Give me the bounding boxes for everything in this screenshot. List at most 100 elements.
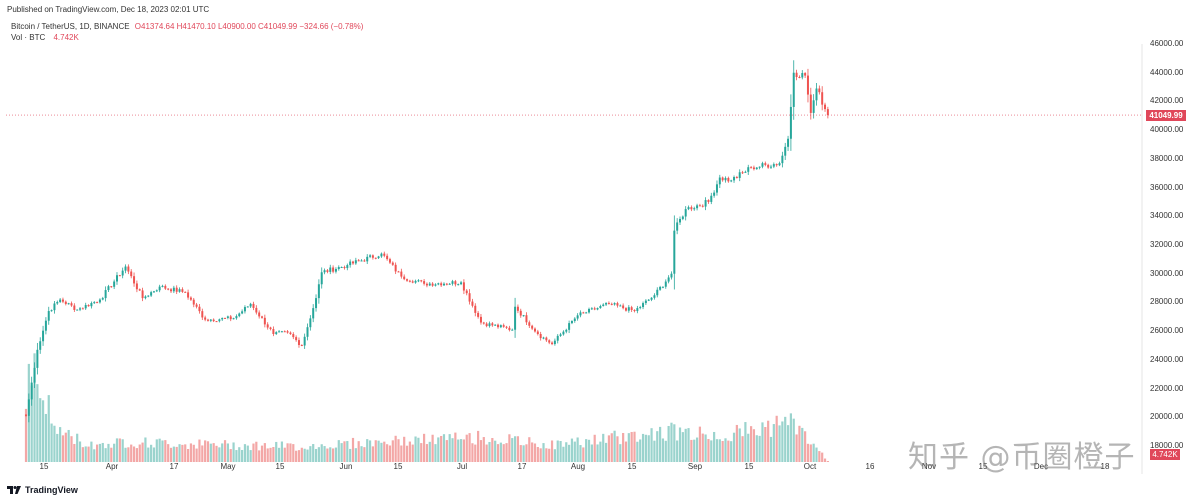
candle-body (585, 312, 588, 314)
candle-body (27, 399, 30, 416)
volume-bar (573, 441, 576, 462)
candle-body (596, 308, 599, 310)
candle-body (485, 323, 488, 327)
volume-bar (471, 443, 474, 462)
x-tick-label: 15 (978, 462, 988, 471)
volume-bar (377, 440, 380, 462)
candle-body (93, 302, 96, 304)
y-tick-label: 34000.00 (1150, 211, 1184, 221)
candle-body (252, 303, 255, 308)
candle-body (420, 280, 423, 282)
candle-body (258, 312, 261, 317)
x-tick-label: 15 (39, 462, 49, 471)
volume-bar (337, 440, 340, 462)
candle-body (263, 317, 266, 325)
brand-footer[interactable]: TradingView (7, 484, 78, 496)
candle-body (224, 317, 227, 319)
candle-body (133, 276, 136, 284)
volume-bar (50, 423, 53, 462)
volume-bar (118, 438, 121, 462)
candle-body (778, 163, 781, 166)
volume-bar (41, 400, 45, 462)
volume-bar (639, 439, 642, 462)
volume-bar (710, 440, 713, 462)
candle-body (679, 218, 682, 223)
candle-body (525, 315, 528, 323)
volume-bar (147, 447, 150, 462)
y-tick-label: 22000.00 (1150, 383, 1184, 393)
volume-bar (644, 434, 647, 462)
volume-bar (300, 447, 303, 462)
candle-body (644, 300, 647, 304)
candle-body (212, 319, 215, 322)
volume-bar (488, 441, 491, 462)
volume-bar (778, 425, 781, 462)
volume-bar (732, 432, 736, 462)
candle-body (56, 301, 59, 304)
volume-bar (61, 435, 65, 462)
candle-body (110, 286, 113, 288)
volume-bar (528, 437, 531, 462)
candle-body (636, 308, 639, 312)
volume-bar (130, 444, 133, 462)
candle-body (309, 318, 312, 328)
volume-bar (519, 445, 522, 462)
volume-bar (775, 415, 778, 462)
volume-bar (641, 433, 645, 462)
volume-bar (380, 442, 383, 462)
volume-bar (243, 444, 247, 462)
candle-body (824, 104, 827, 110)
volume-bar (550, 440, 554, 462)
candle-body (542, 337, 545, 339)
volume-bar (462, 439, 465, 462)
candle-body (448, 283, 451, 285)
volume-bar (613, 430, 616, 462)
volume-bar (212, 443, 215, 462)
candle-body (161, 285, 164, 287)
volume-bar (582, 447, 585, 462)
volume-bar (522, 445, 525, 462)
candle-body (87, 305, 90, 307)
volume-bar (437, 437, 440, 462)
candle-body (64, 301, 67, 304)
candle-body (681, 216, 684, 219)
candle-body (377, 256, 380, 259)
candle-body (243, 307, 246, 312)
candle-body (352, 261, 355, 264)
volume-bar (223, 440, 227, 462)
candle-body (769, 166, 772, 168)
candle-body (624, 308, 627, 311)
candle-body (79, 308, 82, 310)
candle-body (155, 290, 158, 292)
x-tick-label: Jun (339, 462, 353, 471)
x-tick-label: Jul (456, 462, 468, 471)
volume-bar (394, 435, 397, 462)
candle-body (425, 283, 428, 286)
candle-body (73, 305, 76, 310)
candle-body (590, 308, 593, 310)
candle-body (536, 331, 539, 335)
candle-body (130, 271, 133, 277)
candle-body (303, 336, 306, 346)
candle-body (696, 205, 699, 209)
volume-bar (260, 445, 264, 462)
volume-bar (477, 430, 480, 462)
volume-bar (303, 448, 306, 462)
volume-bar (403, 436, 406, 462)
volume-bar (192, 444, 195, 462)
candle-body (781, 155, 784, 164)
volume-bar (39, 398, 42, 462)
volume-bar (553, 449, 556, 462)
volume-bar (593, 434, 596, 462)
candle-body (724, 177, 727, 181)
candle-body (229, 316, 232, 320)
candle-body (653, 295, 656, 298)
candle-body (218, 319, 221, 322)
volume-bar (269, 447, 272, 462)
volume-bar (616, 436, 619, 462)
volume-bar (590, 444, 593, 462)
volume-bar (56, 433, 59, 462)
volume-bar (312, 444, 315, 462)
candle-body (206, 319, 209, 321)
